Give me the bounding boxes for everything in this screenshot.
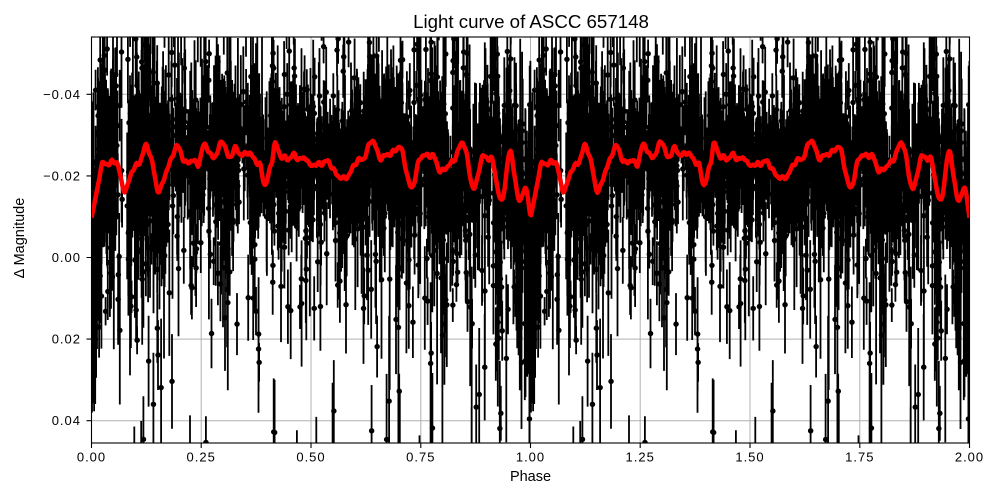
svg-text:−0.02: −0.02 — [43, 168, 81, 183]
svg-text:1.00: 1.00 — [516, 450, 545, 465]
svg-text:Light curve of ASCC 657148: Light curve of ASCC 657148 — [413, 11, 649, 32]
svg-text:Δ Magnitude: Δ Magnitude — [12, 198, 28, 279]
svg-text:0.75: 0.75 — [406, 450, 435, 465]
svg-text:0.00: 0.00 — [77, 450, 106, 465]
svg-text:1.75: 1.75 — [845, 450, 874, 465]
svg-text:1.50: 1.50 — [735, 450, 764, 465]
svg-text:Phase: Phase — [510, 469, 551, 485]
svg-text:0.25: 0.25 — [187, 450, 216, 465]
svg-text:0.00: 0.00 — [52, 250, 81, 265]
svg-text:0.50: 0.50 — [296, 450, 325, 465]
svg-text:−0.04: −0.04 — [43, 87, 81, 102]
svg-text:0.04: 0.04 — [52, 413, 81, 428]
svg-text:1.25: 1.25 — [626, 450, 655, 465]
svg-text:0.02: 0.02 — [52, 332, 81, 347]
svg-text:2.00: 2.00 — [955, 450, 984, 465]
